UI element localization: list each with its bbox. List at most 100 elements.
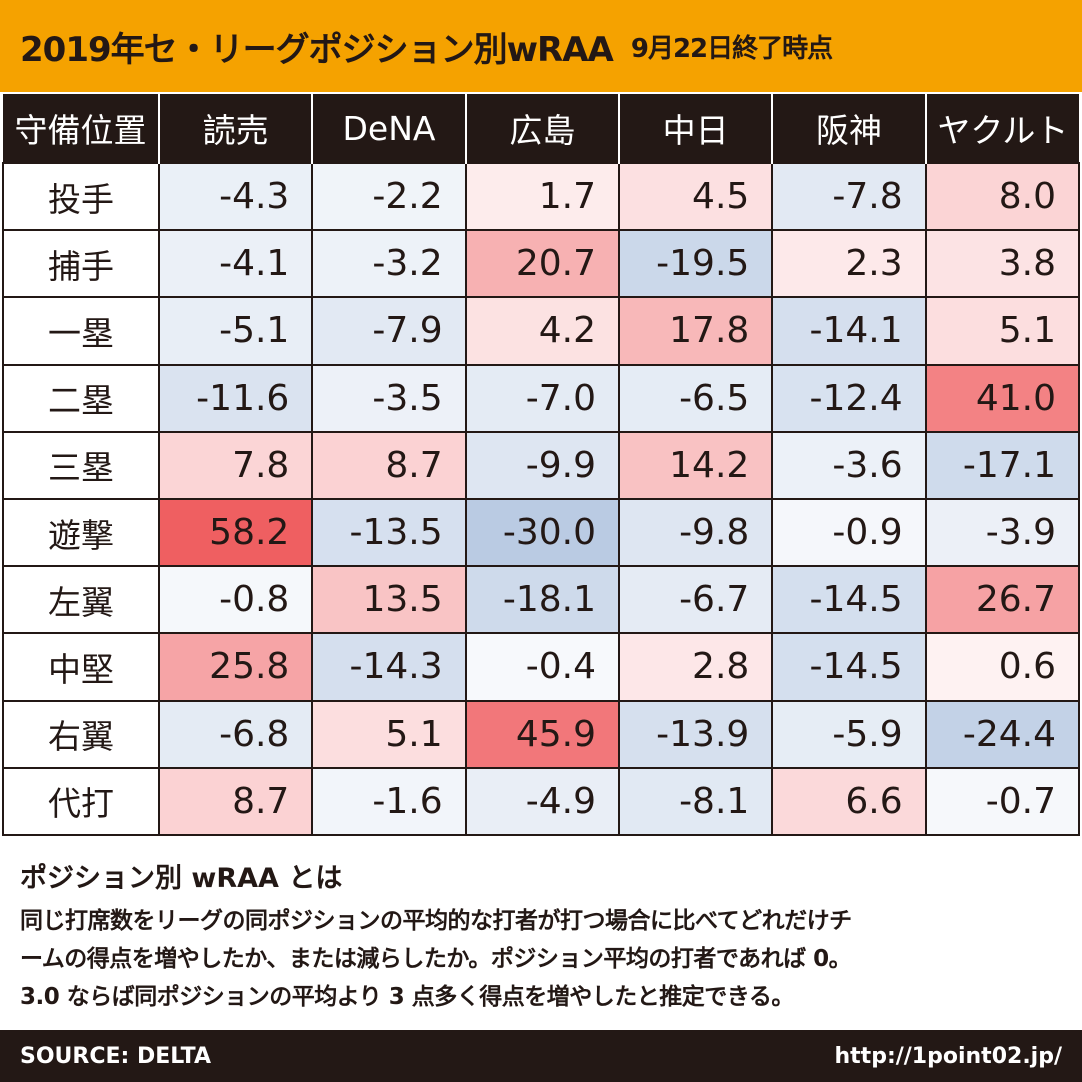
header-row: 守備位置 読売 DeNA 広島 中日 阪神 ヤクルト [3,94,1079,163]
note-line: 同じ打席数をリーグの同ポジションの平均的な打者が打つ場合に比べてどれだけチ [20,908,852,934]
source-label: SOURCE: DELTA [20,1043,211,1069]
value-cell: -5.9 [771,699,927,769]
value-cell: -7.0 [464,363,620,433]
value-cell: 41.0 [924,363,1081,433]
value-cell: -0.8 [157,565,314,635]
value-cell: 5.1 [311,699,467,769]
column-header-team: DeNA [311,94,466,163]
column-header-team: 読売 [157,94,313,163]
value-cell: -3.6 [771,430,927,500]
row-label: 投手 [2,161,160,232]
value-cell: -4.1 [157,229,314,299]
row-label: 左翼 [2,565,160,635]
footer: SOURCE: DELTA http://1point02.jp/ [0,1030,1082,1082]
source-url[interactable]: http://1point02.jp/ [834,1043,1063,1069]
table-row: 代打 8.7 -1.6 -4.9 -8.1 6.6 -0.7 [2,766,1081,837]
value-cell: -6.8 [157,699,314,769]
note-title: ポジション別 wRAA とは [20,863,343,894]
value-cell: 20.7 [464,229,620,299]
value-cell: -24.4 [924,699,1081,769]
value-cell: -8.1 [617,766,774,837]
value-cell: -14.5 [771,565,927,635]
value-cell: 6.6 [771,766,927,837]
table-row: 左翼 -0.8 13.5 -18.1 -6.7 -14.5 26.7 [2,565,1081,635]
table-row: 三塁 7.8 8.7 -9.9 14.2 -3.6 -17.1 [2,430,1081,500]
value-cell: -7.8 [771,161,927,232]
value-cell: 3.8 [924,229,1081,299]
chart-subtitle: 9月22日終了時点 [630,33,833,64]
value-cell: -19.5 [617,229,774,299]
table-row: 投手 -4.3 -2.2 1.7 4.5 -7.8 8.0 [2,161,1081,232]
table-row: 右翼 -6.8 5.1 45.9 -13.9 -5.9 -24.4 [2,699,1081,769]
row-label: 中堅 [2,632,160,702]
value-cell: 5.1 [924,296,1081,366]
row-label: 代打 [2,766,160,837]
row-label: 三塁 [2,430,160,500]
note-line: ームの得点を増やしたか、または減らしたか。ポジション平均の打者であれば 0。 [20,946,852,972]
value-cell: -2.2 [311,161,467,232]
value-cell: -4.3 [157,161,314,232]
value-cell: -3.2 [311,229,467,299]
value-cell: 26.7 [924,565,1081,635]
value-cell: 0.6 [924,632,1081,702]
value-cell: 14.2 [617,430,774,500]
value-cell: 2.8 [617,632,774,702]
title-bar: 2019年セ・リーグポジション別wRAA 9月22日終了時点 [0,0,1082,92]
column-header-team: 広島 [464,94,619,163]
value-cell: -0.9 [771,497,927,568]
value-cell: -13.5 [311,497,467,568]
row-label: 右翼 [2,699,160,769]
table-row: 遊撃 58.2 -13.5 -30.0 -9.8 -0.9 -3.9 [2,497,1081,568]
value-cell: 8.7 [157,766,314,837]
value-cell: -30.0 [464,497,620,568]
table-row: 捕手 -4.1 -3.2 20.7 -19.5 2.3 3.8 [2,229,1081,299]
value-cell: 4.5 [617,161,774,232]
value-cell: -5.1 [157,296,314,366]
value-cell: -14.1 [771,296,927,366]
row-label: 捕手 [2,229,160,299]
value-cell: 4.2 [464,296,620,366]
value-cell: -0.7 [924,766,1081,837]
row-label: 二塁 [2,363,160,433]
value-cell: -14.3 [311,632,467,702]
value-cell: 7.8 [157,430,314,500]
value-cell: 45.9 [464,699,620,769]
value-cell: 58.2 [157,497,314,568]
value-cell: -9.8 [617,497,774,568]
column-header-position: 守備位置 [3,94,159,163]
table-row: 一塁 -5.1 -7.9 4.2 17.8 -14.1 5.1 [2,296,1081,366]
value-cell: -4.9 [464,766,620,837]
row-label: 遊撃 [2,497,160,568]
note-line: 3.0 ならば同ポジションの平均より 3 点多く得点を増やしたと推定できる。 [20,984,794,1010]
value-cell: -6.5 [617,363,774,433]
value-cell: -13.9 [617,699,774,769]
column-header-team: ヤクルト [924,94,1079,163]
table-row: 二塁 -11.6 -3.5 -7.0 -6.5 -12.4 41.0 [2,363,1081,433]
table-row: 中堅 25.8 -14.3 -0.4 2.8 -14.5 0.6 [2,632,1081,702]
wraa-table: 守備位置 読売 DeNA 広島 中日 阪神 ヤクルト 投手 -4.3 -2.2 1.7… [2,94,1081,837]
value-cell: 1.7 [464,161,620,232]
value-cell: -3.9 [924,497,1081,568]
value-cell: -7.9 [311,296,467,366]
value-cell: -17.1 [924,430,1081,500]
value-cell: -14.5 [771,632,927,702]
value-cell: -9.9 [464,430,620,500]
value-cell: 8.0 [924,161,1081,232]
value-cell: -6.7 [617,565,774,635]
column-header-team: 阪神 [771,94,926,163]
column-header-team: 中日 [617,94,773,163]
table-body: 投手 -4.3 -2.2 1.7 4.5 -7.8 8.0 捕手 -4.1 -3.2 20.7 -19… [2,161,1081,837]
value-cell: -3.5 [311,363,467,433]
value-cell: -12.4 [771,363,927,433]
note-body: 同じ打席数をリーグの同ポジションの平均的な打者が打つ場合に比べてどれだけチ ーム… [20,902,1070,1016]
value-cell: 13.5 [311,565,467,635]
chart-title: 2019年セ・リーグポジション別wRAA [20,29,614,70]
value-cell: 8.7 [311,430,467,500]
value-cell: 25.8 [157,632,314,702]
value-cell: 17.8 [617,296,774,366]
value-cell: -11.6 [157,363,314,433]
value-cell: -0.4 [464,632,620,702]
row-label: 一塁 [2,296,160,366]
value-cell: -1.6 [311,766,467,837]
value-cell: -18.1 [464,565,620,635]
